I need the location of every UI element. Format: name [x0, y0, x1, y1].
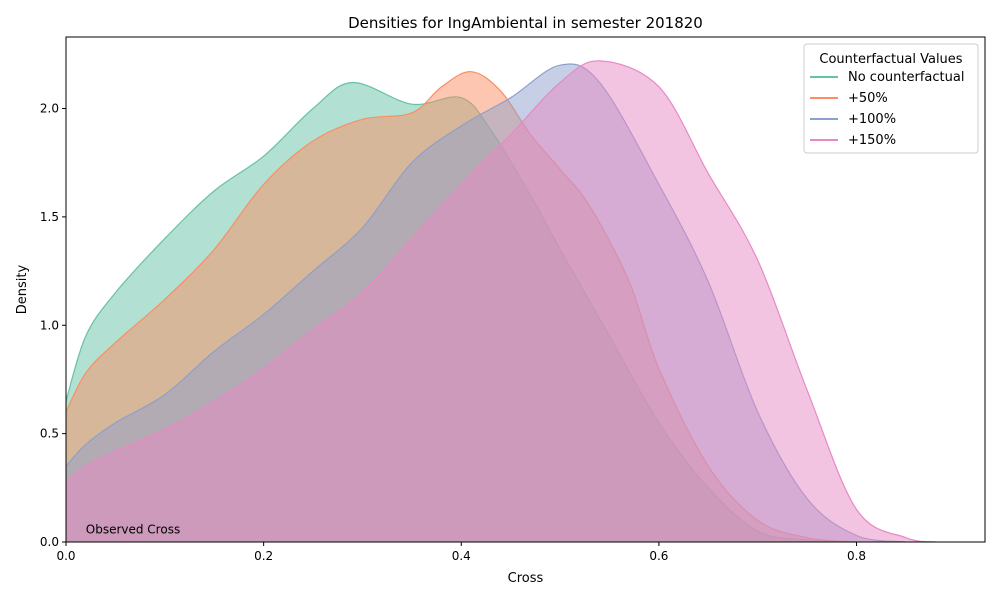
x-axis-ticks: 0.0 0.2 0.4 0.6 0.8 — [56, 542, 866, 563]
x-tick-label: 0.4 — [452, 549, 471, 563]
legend-label-0: No counterfactual — [848, 70, 964, 85]
legend-label-3: +150% — [848, 133, 896, 148]
x-tick-label: 0.6 — [649, 549, 668, 563]
y-tick-label: 0.0 — [40, 535, 59, 549]
chart-title: Densities for IngAmbiental in semester 2… — [348, 14, 703, 32]
legend-title: Counterfactual Values — [819, 52, 962, 67]
observed-cross-annotation: Observed Cross — [86, 523, 180, 537]
area-fill-3 — [66, 60, 936, 542]
legend-items: No counterfactual +50% +100% +150% — [810, 70, 964, 148]
x-axis-label: Cross — [508, 571, 544, 586]
y-axis-label: Density — [15, 264, 30, 314]
legend-label-1: +50% — [848, 91, 888, 106]
legend-label-2: +100% — [848, 112, 896, 127]
y-tick-label: 2.0 — [40, 102, 59, 116]
plot-frame — [65, 36, 986, 543]
x-tick-label: 0.2 — [254, 549, 273, 563]
legend-box — [803, 43, 979, 154]
y-tick-label: 1.5 — [40, 210, 59, 224]
area-line-3 — [65, 60, 936, 543]
density-areas — [65, 60, 936, 543]
x-tick-label: 0.0 — [56, 549, 75, 563]
y-tick-label: 0.5 — [40, 427, 59, 441]
legend: Counterfactual Values No counterfactual +… — [803, 43, 979, 154]
y-tick-label: 1.0 — [40, 318, 59, 332]
y-axis-ticks: 0.0 0.5 1.0 1.5 2.0 — [40, 102, 66, 549]
x-tick-label: 0.8 — [847, 549, 866, 563]
